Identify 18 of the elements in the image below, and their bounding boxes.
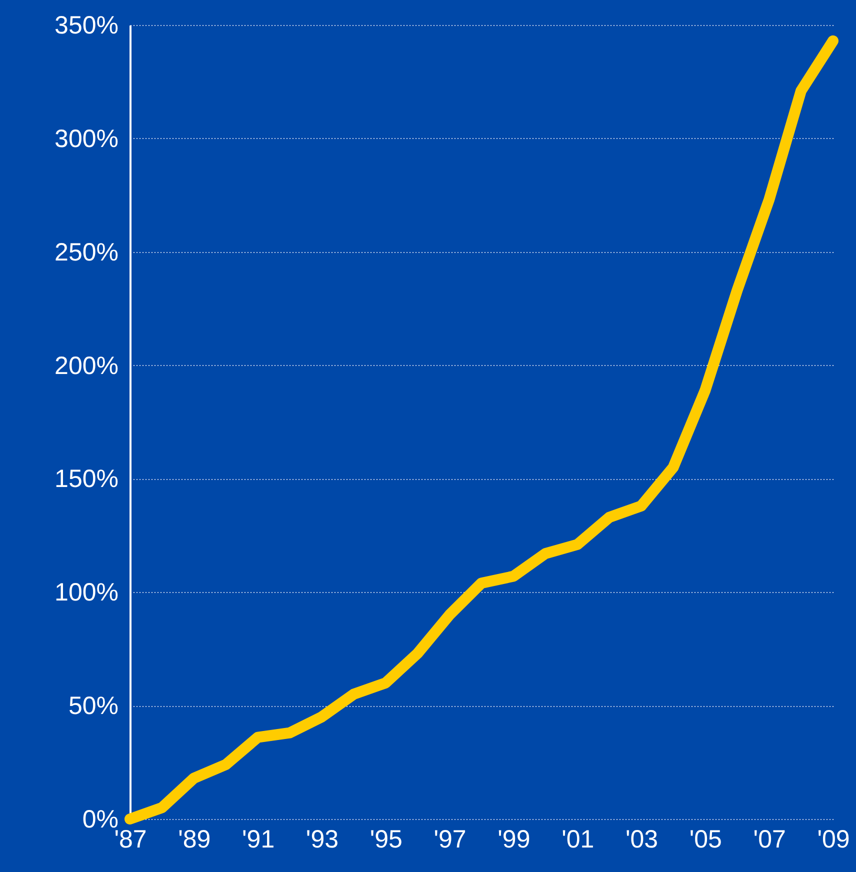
x-tick-label: '99 [498,826,530,854]
y-tick-label: 100% [54,578,118,607]
y-tick-label: 200% [54,352,118,380]
y-tick-label: 50% [68,692,118,720]
x-tick-label: '91 [242,826,275,854]
y-tick-label: 150% [54,465,118,494]
y-tick-label: 350% [54,12,118,40]
y-tick-label: 250% [54,238,118,266]
y-tick-label: 300% [54,124,118,153]
x-tick-label: '03 [625,826,658,854]
x-tick-label: '89 [178,826,211,854]
x-tick-label: '97 [434,826,466,854]
x-tick-label: '07 [753,826,786,854]
x-tick-label: '05 [689,826,722,854]
x-tick-label: '95 [370,826,402,854]
x-tick-label: '09 [817,826,850,854]
x-tick-label: '01 [562,826,594,854]
x-tick-label: '93 [306,826,339,854]
